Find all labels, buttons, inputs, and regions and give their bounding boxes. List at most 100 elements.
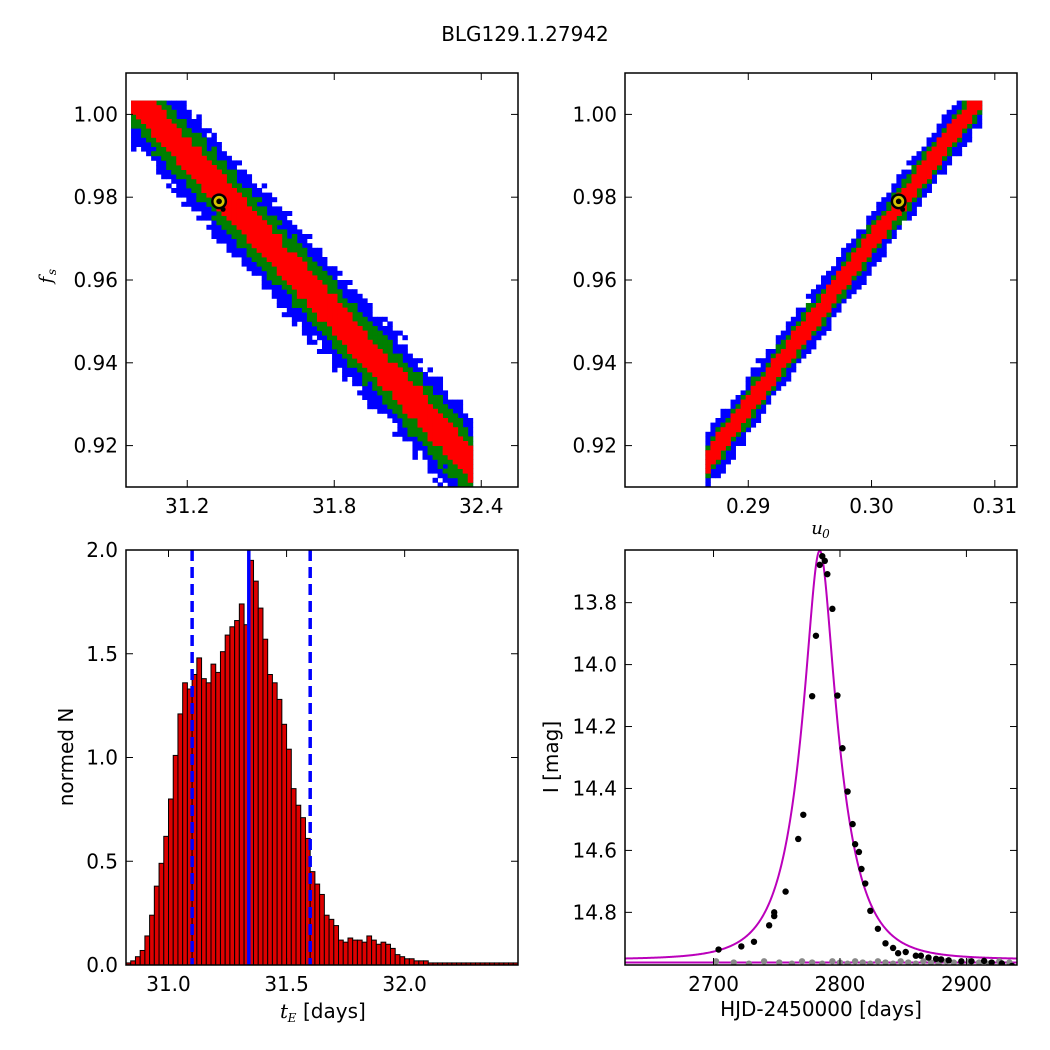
posterior-cell-red [357,326,363,331]
posterior-cell-blue [911,211,917,216]
posterior-cell-green [316,266,323,272]
posterior-cell-blue [785,367,792,373]
posterior-cell-red [407,404,413,410]
posterior-cell-green [795,353,802,359]
posterior-cell-blue [286,229,293,235]
posterior-cell-blue [427,454,433,460]
posterior-cell-red [815,316,822,322]
posterior-cell-red [447,427,454,433]
posterior-cell-blue [246,178,253,184]
posterior-cell-green [815,293,822,299]
posterior-cell-blue [206,146,212,152]
posterior-cell-red [397,399,403,405]
xlabel: HJD-2450000 [days] [720,997,922,1021]
posterior-cell-green [316,326,323,331]
posterior-cell-red [146,123,152,129]
posterior-cell-blue [795,316,802,322]
x-tick-label: 32.0 [382,972,427,996]
posterior-cell-red [156,109,162,115]
posterior-cell-red [332,298,338,304]
posterior-cell-green [775,344,782,350]
posterior-cell-green [337,339,343,345]
posterior-cell-blue [780,376,787,382]
posterior-cell-red [951,128,958,134]
posterior-cell-red [256,220,263,226]
posterior-cell-green [151,142,157,147]
posterior-cell-blue [231,247,237,253]
y-tick-label: 0.98 [73,185,118,209]
posterior-cell-blue [276,289,283,295]
posterior-cell-green [432,404,438,410]
posterior-cell-red [462,459,469,465]
posterior-cell-blue [785,326,792,331]
posterior-cell-red [327,316,333,322]
posterior-cell-red [715,454,721,460]
posterior-cell-red [790,339,797,345]
posterior-cell-green [261,215,268,221]
posterior-cell-blue [916,201,922,207]
posterior-cell-red [357,353,363,359]
posterior-cell-blue [387,413,393,419]
posterior-cell-red [821,303,827,308]
posterior-cell-blue [196,206,202,212]
posterior-cell-blue [291,321,298,327]
residual-point [920,958,927,965]
data-point [862,880,869,887]
posterior-cell-green [347,362,353,368]
posterior-cell-red [347,330,353,336]
posterior-cell-red [407,390,413,396]
posterior-cell-green [352,307,358,313]
posterior-cell-red [966,119,973,124]
hist-bar [229,626,236,966]
posterior-cell-red [755,390,762,396]
posterior-cell-red [347,312,353,318]
y-tick-label: 1.00 [73,102,118,126]
posterior-cell-red [720,436,726,442]
posterior-cell-blue [286,220,293,226]
hist-bar [314,883,321,966]
posterior-cell-blue [402,335,408,341]
posterior-cell-red [382,385,388,391]
posterior-cell-red [266,252,273,258]
posterior-cell-red [871,243,877,249]
posterior-cell-red [437,441,444,446]
posterior-cell-red [412,413,418,419]
posterior-cell-red [176,142,182,147]
posterior-cell-red [861,247,867,253]
posterior-cell-red [805,330,812,336]
posterior-cell-blue [457,404,464,410]
posterior-cell-blue [810,344,817,350]
posterior-cell-blue [181,188,187,193]
posterior-cell-green [861,234,867,239]
posterior-cell-red [936,160,943,166]
posterior-cell-red [186,137,192,143]
posterior-cell-green [740,427,747,433]
posterior-cell-green [131,114,137,120]
posterior-cell-blue [156,155,162,161]
posterior-cell-red [961,109,968,115]
posterior-cell-red [362,353,368,359]
posterior-cell-green [447,459,454,465]
posterior-cell-red [735,408,741,414]
posterior-cell-blue [236,174,242,180]
posterior-cell-green [745,422,752,428]
posterior-cell-green [886,234,892,239]
posterior-cell-red [377,362,383,368]
posterior-cell-red [432,441,438,446]
posterior-cell-blue [402,427,408,433]
posterior-cell-red [467,468,474,474]
posterior-cell-green [357,367,363,373]
posterior-cell-blue [856,284,862,290]
posterior-cell-blue [725,459,731,465]
posterior-cell-red [191,155,197,161]
posterior-cell-blue [755,418,762,423]
posterior-cell-red [382,362,388,368]
posterior-cell-blue [311,247,318,253]
posterior-cell-blue [775,381,782,387]
posterior-cell-blue [311,257,318,262]
posterior-cell-red [347,321,353,327]
x-tick-label: 0.29 [726,494,771,518]
posterior-cell-red [866,234,872,239]
posterior-cell-green [261,266,268,272]
posterior-cell-red [322,316,328,322]
